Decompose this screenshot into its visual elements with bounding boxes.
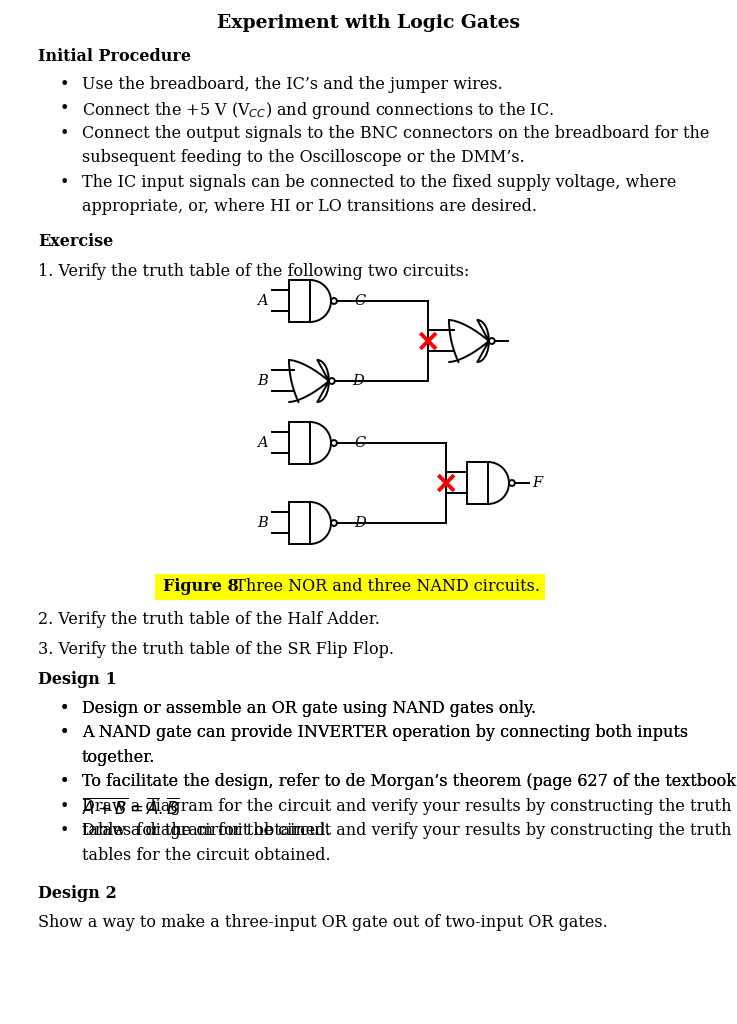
Text: Exercise: Exercise	[38, 233, 113, 250]
Text: •: •	[60, 174, 69, 191]
Text: •: •	[60, 700, 69, 717]
Text: •: •	[60, 725, 69, 741]
FancyBboxPatch shape	[155, 573, 545, 600]
Text: A: A	[257, 294, 268, 308]
Text: Experiment with Logic Gates: Experiment with Logic Gates	[217, 14, 520, 32]
Text: together.: together.	[82, 749, 156, 766]
Text: Design 1: Design 1	[38, 671, 116, 688]
Text: tables for the circuit obtained.: tables for the circuit obtained.	[82, 822, 331, 840]
Text: Draw a diagram for the circuit and verify your results by constructing the truth: Draw a diagram for the circuit and verif…	[82, 798, 732, 815]
Text: B: B	[257, 374, 268, 388]
Text: The IC input signals can be connected to the fixed supply voltage, where: The IC input signals can be connected to…	[82, 174, 677, 191]
Text: Use the breadboard, the IC’s and the jumper wires.: Use the breadboard, the IC’s and the jum…	[82, 76, 503, 93]
Text: •: •	[60, 773, 69, 791]
Text: D: D	[354, 516, 366, 530]
Text: Draw a diagram for the circuit and verify your results by constructing the truth: Draw a diagram for the circuit and verif…	[82, 822, 732, 840]
Text: appropriate, or, where HI or LO transitions are desired.: appropriate, or, where HI or LO transiti…	[82, 199, 537, 215]
Text: Design 2: Design 2	[38, 886, 116, 902]
Text: 2. Verify the truth table of the Half Adder.: 2. Verify the truth table of the Half Ad…	[38, 611, 380, 628]
Text: •: •	[60, 822, 69, 840]
Text: Connect the +5 V (V$_{CC}$) and ground connections to the IC.: Connect the +5 V (V$_{CC}$) and ground c…	[82, 100, 554, 122]
Text: subsequent feeding to the Oscilloscope or the DMM’s.: subsequent feeding to the Oscilloscope o…	[82, 150, 525, 167]
Text: C: C	[354, 436, 366, 450]
Text: •: •	[60, 125, 69, 142]
Text: Initial Procedure: Initial Procedure	[38, 48, 191, 65]
Text: 1. Verify the truth table of the following two circuits:: 1. Verify the truth table of the followi…	[38, 263, 469, 280]
Text: $\overline{A+B}=\overline{A}.\overline{B}$: $\overline{A+B}=\overline{A}.\overline{B…	[82, 798, 180, 819]
Text: •: •	[60, 100, 69, 118]
Text: B: B	[257, 516, 268, 530]
Text: Design or assemble an OR gate using NAND gates only.: Design or assemble an OR gate using NAND…	[82, 700, 536, 717]
Text: •: •	[60, 725, 69, 741]
Text: A NAND gate can provide INVERTER operation by connecting both inputs: A NAND gate can provide INVERTER operati…	[82, 725, 688, 741]
Text: Connect the output signals to the BNC connectors on the breadboard for the: Connect the output signals to the BNC co…	[82, 125, 710, 142]
Text: A: A	[257, 436, 268, 450]
Text: •: •	[60, 798, 69, 815]
Text: A NAND gate can provide INVERTER operation by connecting both inputs: A NAND gate can provide INVERTER operati…	[82, 725, 688, 741]
Text: To facilitate the design, refer to de Morgan’s theorem (page 627 of the textbook: To facilitate the design, refer to de Mo…	[82, 773, 737, 791]
Text: Design or assemble an OR gate using NAND gates only.: Design or assemble an OR gate using NAND…	[82, 700, 536, 717]
Text: Show a way to make a three-input OR gate out of two-input OR gates.: Show a way to make a three-input OR gate…	[38, 914, 608, 932]
Text: Figure 8: Figure 8	[163, 579, 239, 595]
Text: 3. Verify the truth table of the SR Flip Flop.: 3. Verify the truth table of the SR Flip…	[38, 641, 394, 658]
Text: F: F	[533, 476, 542, 490]
Text: D: D	[352, 374, 364, 388]
Text: To facilitate the design, refer to de Morgan’s theorem (page 627 of the textbook: To facilitate the design, refer to de Mo…	[82, 773, 737, 791]
Text: together.: together.	[82, 749, 156, 766]
Text: •: •	[60, 700, 69, 717]
Text: •: •	[60, 76, 69, 93]
Text: •: •	[60, 773, 69, 791]
Text: C: C	[354, 294, 366, 308]
Text: tables for the circuit obtained.: tables for the circuit obtained.	[82, 847, 331, 864]
Text: Three NOR and three NAND circuits.: Three NOR and three NAND circuits.	[225, 579, 540, 595]
